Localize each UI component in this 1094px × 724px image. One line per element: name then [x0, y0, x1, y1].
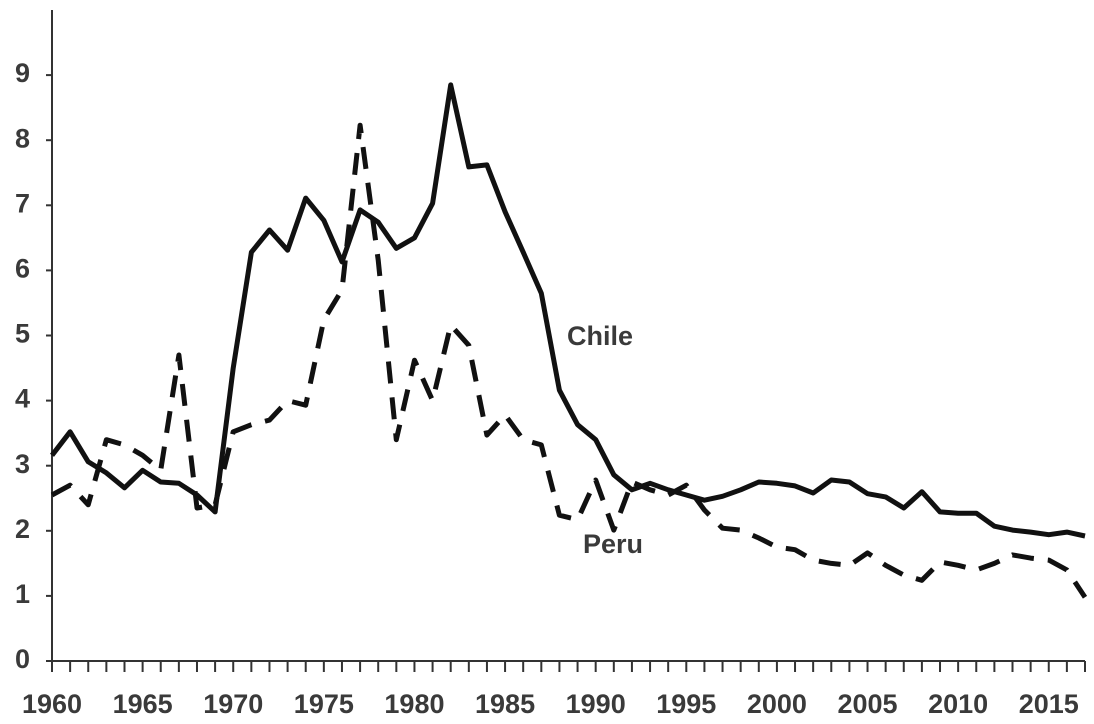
x-tick-label: 1970 [203, 689, 263, 719]
x-tick-label: 1990 [566, 689, 626, 719]
x-tick-label: 1965 [113, 689, 173, 719]
y-tick-label: 5 [15, 319, 30, 349]
y-tick-label: 0 [15, 644, 30, 674]
series-label: Peru [583, 529, 643, 559]
series-label: Chile [567, 321, 633, 351]
y-tick-label: 1 [15, 579, 30, 609]
x-tick-label: 1995 [656, 689, 716, 719]
x-tick-label: 2010 [928, 689, 988, 719]
y-tick-label: 3 [15, 449, 30, 479]
x-tick-label: 2005 [837, 689, 897, 719]
y-tick-label: 7 [15, 188, 30, 218]
x-tick-label: 1960 [22, 689, 82, 719]
x-tick-label: 1980 [384, 689, 444, 719]
y-tick-label: 4 [15, 384, 30, 414]
x-tick-label: 1975 [294, 689, 354, 719]
series-line [50, 82, 1086, 539]
y-tick-label: 8 [15, 123, 30, 153]
x-tick-label: 2000 [747, 689, 807, 719]
x-tick-label: 1985 [475, 689, 535, 719]
series-line [50, 122, 1088, 599]
y-tick-label: 6 [15, 254, 30, 284]
y-tick-label: 9 [15, 58, 30, 88]
x-tick-label: 2015 [1019, 689, 1079, 719]
y-tick-label: 2 [15, 514, 30, 544]
